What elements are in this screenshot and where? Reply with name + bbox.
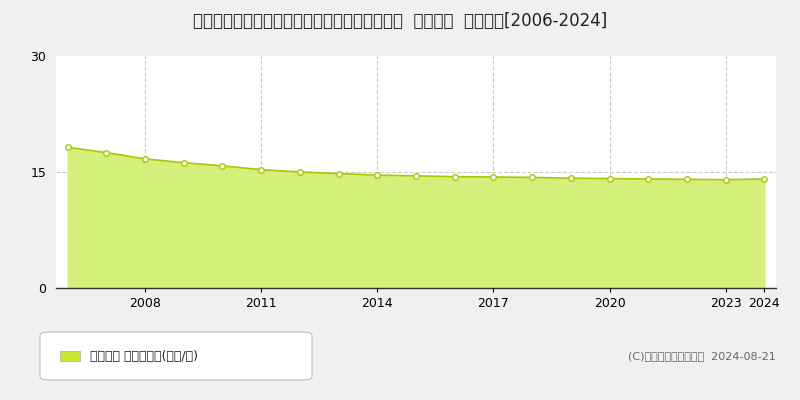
Text: 福井県越前市文京２丁目５０字胴木１４番６外  地価公示  地価推移[2006-2024]: 福井県越前市文京２丁目５０字胴木１４番６外 地価公示 地価推移[2006-202…: [193, 12, 607, 30]
Text: 地価公示 平均坪単価(万円/坪): 地価公示 平均坪単価(万円/坪): [90, 350, 198, 362]
Text: (C)土地価格ドットコム  2024-08-21: (C)土地価格ドットコム 2024-08-21: [628, 351, 776, 361]
